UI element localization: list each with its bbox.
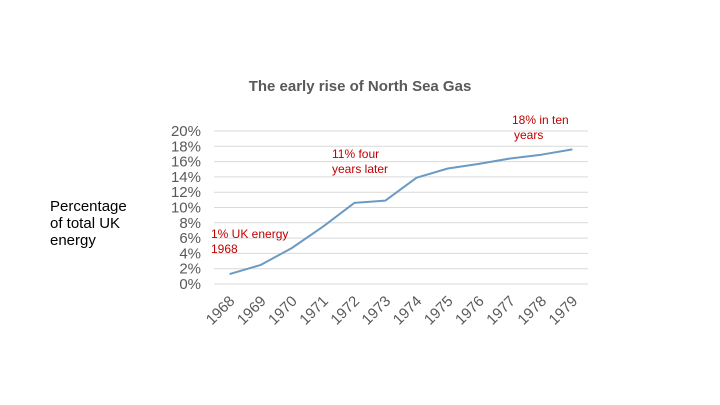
x-tick-label: 1973 [359,293,395,329]
y-tick-label: 16% [171,154,201,171]
x-tick-label: 1978 [514,293,550,329]
y-tick-label: 4% [179,245,201,262]
y-axis-label-line: of total UK [50,215,121,232]
y-tick-label: 2% [179,261,201,278]
x-tick-label: 1970 [265,293,301,329]
x-tick-label: 1968 [203,293,239,329]
annotation: 18% in ten years [512,113,569,142]
x-tick-label: 1971 [296,293,332,329]
x-tick-labels: 1968196919701971197219731974197519761977… [203,293,581,329]
x-tick-label: 1979 [546,293,582,329]
annotation: 11% four years later [332,147,388,176]
y-tick-label: 18% [171,138,201,155]
annotation-line: years [514,128,543,142]
annotation-line: 18% in ten [512,113,569,127]
annotation-line: 11% four [332,147,379,161]
series-line [229,148,573,276]
y-axis-label: Percentage of total UK energy [50,198,170,249]
x-tick-label: 1969 [234,293,270,329]
y-tick-labels: 0%2%4%6%8%10%12%14%16%18%20% [171,123,201,293]
x-tick-label: 1972 [327,293,363,329]
annotation-line: years later [332,162,388,176]
y-tick-label: 6% [179,230,201,247]
annotation-line: 1% UK energy [211,227,288,241]
x-tick-label: 1976 [452,293,488,329]
y-axis-label-line: energy [50,232,96,249]
chart-title: The early rise of North Sea Gas [248,78,472,95]
y-tick-label: 12% [171,184,201,201]
annotation: 1% UK energy 1968 [211,227,288,256]
y-tick-label: 20% [171,123,201,140]
y-tick-label: 10% [171,200,201,217]
y-tick-label: 0% [179,276,201,293]
y-tick-label: 14% [171,169,201,186]
x-tick-label: 1977 [483,293,519,329]
gridlines [214,130,588,285]
x-tick-label: 1974 [390,293,426,329]
y-axis-label-line: Percentage [50,198,127,215]
series-group [229,148,573,276]
annotation-line: 1968 [211,242,238,256]
annotations: 1% UK energy 1968 11% four years later 18% i… [211,113,569,256]
y-tick-label: 8% [179,215,201,232]
x-tick-label: 1975 [421,293,457,329]
